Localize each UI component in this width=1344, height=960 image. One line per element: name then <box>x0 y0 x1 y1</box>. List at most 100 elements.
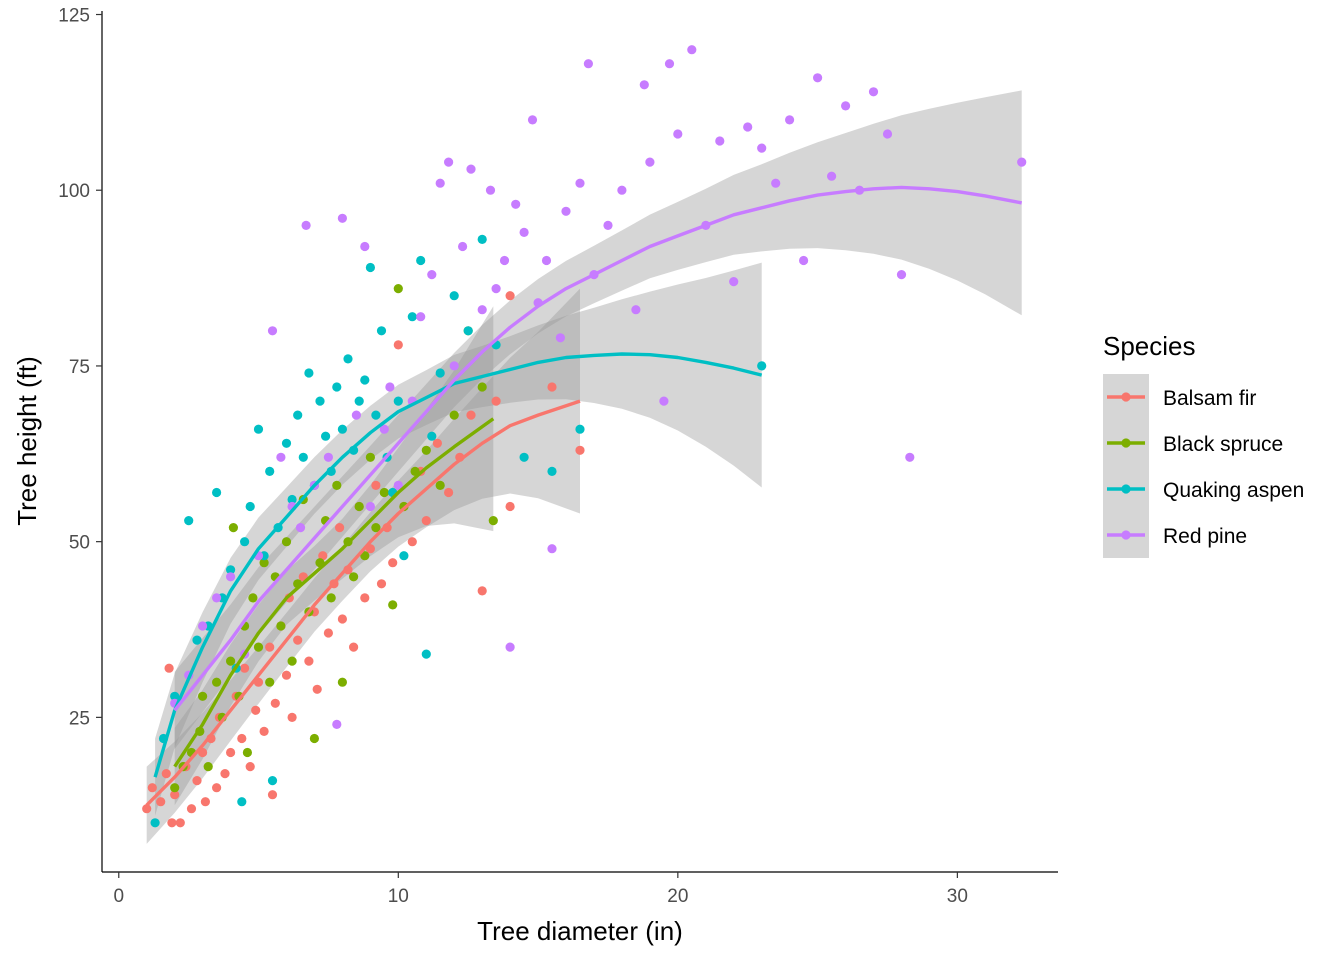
black-spruce-point <box>349 572 359 582</box>
plot-panel <box>142 45 1027 844</box>
legend-label: Quaking aspen <box>1163 479 1304 502</box>
red-pine-point <box>561 206 571 216</box>
red-pine-point <box>198 621 208 631</box>
red-pine-fit-line <box>173 185 1023 712</box>
black-spruce-point <box>259 558 269 568</box>
black-spruce-point <box>379 487 389 498</box>
black-spruce-point <box>337 677 347 687</box>
quaking-aspen-point <box>463 326 473 336</box>
balsam-fir-point <box>200 797 210 807</box>
legend-label: Balsam fir <box>1163 387 1256 410</box>
quaking-aspen-point <box>332 382 342 392</box>
quaking-aspen-point <box>365 262 375 273</box>
red-pine-point <box>905 452 915 462</box>
balsam-fir-confidence-band <box>146 288 580 844</box>
black-spruce-point <box>365 452 375 462</box>
balsam-fir-point <box>220 769 230 779</box>
quaking-aspen-confidence-band <box>155 262 762 816</box>
quaking-aspen-point <box>304 368 314 378</box>
black-spruce-point <box>449 410 459 420</box>
black-spruce-point <box>332 480 342 490</box>
quaking-aspen-point <box>237 797 247 807</box>
balsam-fir-point <box>371 480 381 490</box>
quaking-aspen-point <box>519 452 529 462</box>
red-pine-point <box>458 241 468 252</box>
red-pine-point <box>505 642 515 652</box>
black-spruce-point <box>421 445 431 455</box>
balsam-fir-point <box>287 712 297 723</box>
red-pine-point <box>477 305 487 315</box>
red-pine-point <box>687 45 697 55</box>
red-pine-point <box>659 396 669 406</box>
quaking-aspen-point <box>360 375 370 385</box>
black-spruce-fit-line <box>173 417 495 768</box>
quaking-aspen-point <box>253 424 264 434</box>
red-pine-point <box>337 213 347 223</box>
legend-items: Balsam fir Black spruce Quaking aspen Red p… <box>1103 374 1304 558</box>
balsam-fir-point <box>186 804 197 814</box>
balsam-fir-point <box>337 614 347 624</box>
balsam-fir-point <box>376 579 387 589</box>
quaking-aspen-point <box>449 291 459 301</box>
red-pine-point <box>547 544 557 554</box>
black-spruce-point <box>212 677 222 687</box>
red-pine-point <box>427 270 437 280</box>
red-pine-point <box>491 284 501 294</box>
quaking-aspen-point <box>427 431 437 441</box>
x-axis-title: Tree diameter (in) <box>477 916 683 946</box>
red-pine-point <box>541 255 552 266</box>
red-pine-point <box>743 122 753 132</box>
legend-title: Species <box>1103 331 1196 361</box>
red-pine-point <box>485 185 496 195</box>
y-tick-label: 50 <box>69 533 90 554</box>
balsam-fir-point <box>312 684 322 694</box>
quaking-aspen-point <box>575 424 585 434</box>
axes: 0 10 20 30 25 50 75 100 125 <box>58 6 1058 907</box>
legend-key-point <box>1121 484 1131 494</box>
balsam-fir-point <box>161 769 171 779</box>
confidence-bands <box>146 90 1022 844</box>
balsam-fir-point <box>212 783 222 793</box>
black-spruce-point <box>309 733 319 744</box>
quaking-aspen-point <box>192 635 202 645</box>
quaking-aspen-point <box>321 431 331 441</box>
balsam-fir-fit-line <box>145 399 581 807</box>
fit-lines <box>145 185 1023 807</box>
balsam-fir-point <box>251 705 261 715</box>
red-pine-point <box>729 277 739 287</box>
black-spruce-point <box>281 537 292 547</box>
red-pine-point <box>267 326 278 336</box>
legend-item-black-spruce: Black spruce <box>1103 420 1283 466</box>
black-spruce-point <box>354 501 364 512</box>
balsam-fir-point <box>335 523 345 533</box>
quaking-aspen-point <box>343 354 353 364</box>
balsam-fir-point <box>505 291 515 301</box>
red-pine-point <box>896 270 907 280</box>
red-pine-point <box>385 382 395 392</box>
y-tick-label: 25 <box>69 708 90 729</box>
x-tick-label: 20 <box>667 886 688 907</box>
legend-label: Black spruce <box>1163 433 1283 456</box>
black-spruce-point <box>435 480 445 490</box>
red-pine-point <box>416 312 426 322</box>
balsam-fir-point <box>267 790 278 800</box>
quaking-aspen-point <box>245 501 255 512</box>
red-pine-point <box>631 305 641 315</box>
legend: Species Balsam fir Black spruce Quaking as… <box>1103 331 1304 558</box>
red-pine-point <box>785 115 795 125</box>
red-pine-point <box>664 59 675 69</box>
quaking-aspen-point <box>315 396 325 406</box>
quaking-aspen-point <box>267 776 278 786</box>
red-pine-point <box>519 227 529 237</box>
balsam-fir-point <box>259 726 269 737</box>
red-pine-point <box>771 178 781 188</box>
red-pine-point <box>365 501 375 512</box>
balsam-fir-point <box>293 635 303 645</box>
balsam-fir-point <box>270 698 280 708</box>
red-pine-point <box>351 410 361 420</box>
x-tick-label: 30 <box>947 886 968 907</box>
quaking-aspen-point <box>212 487 222 498</box>
quaking-aspen-point <box>354 396 364 406</box>
quaking-aspen-point <box>407 312 417 322</box>
